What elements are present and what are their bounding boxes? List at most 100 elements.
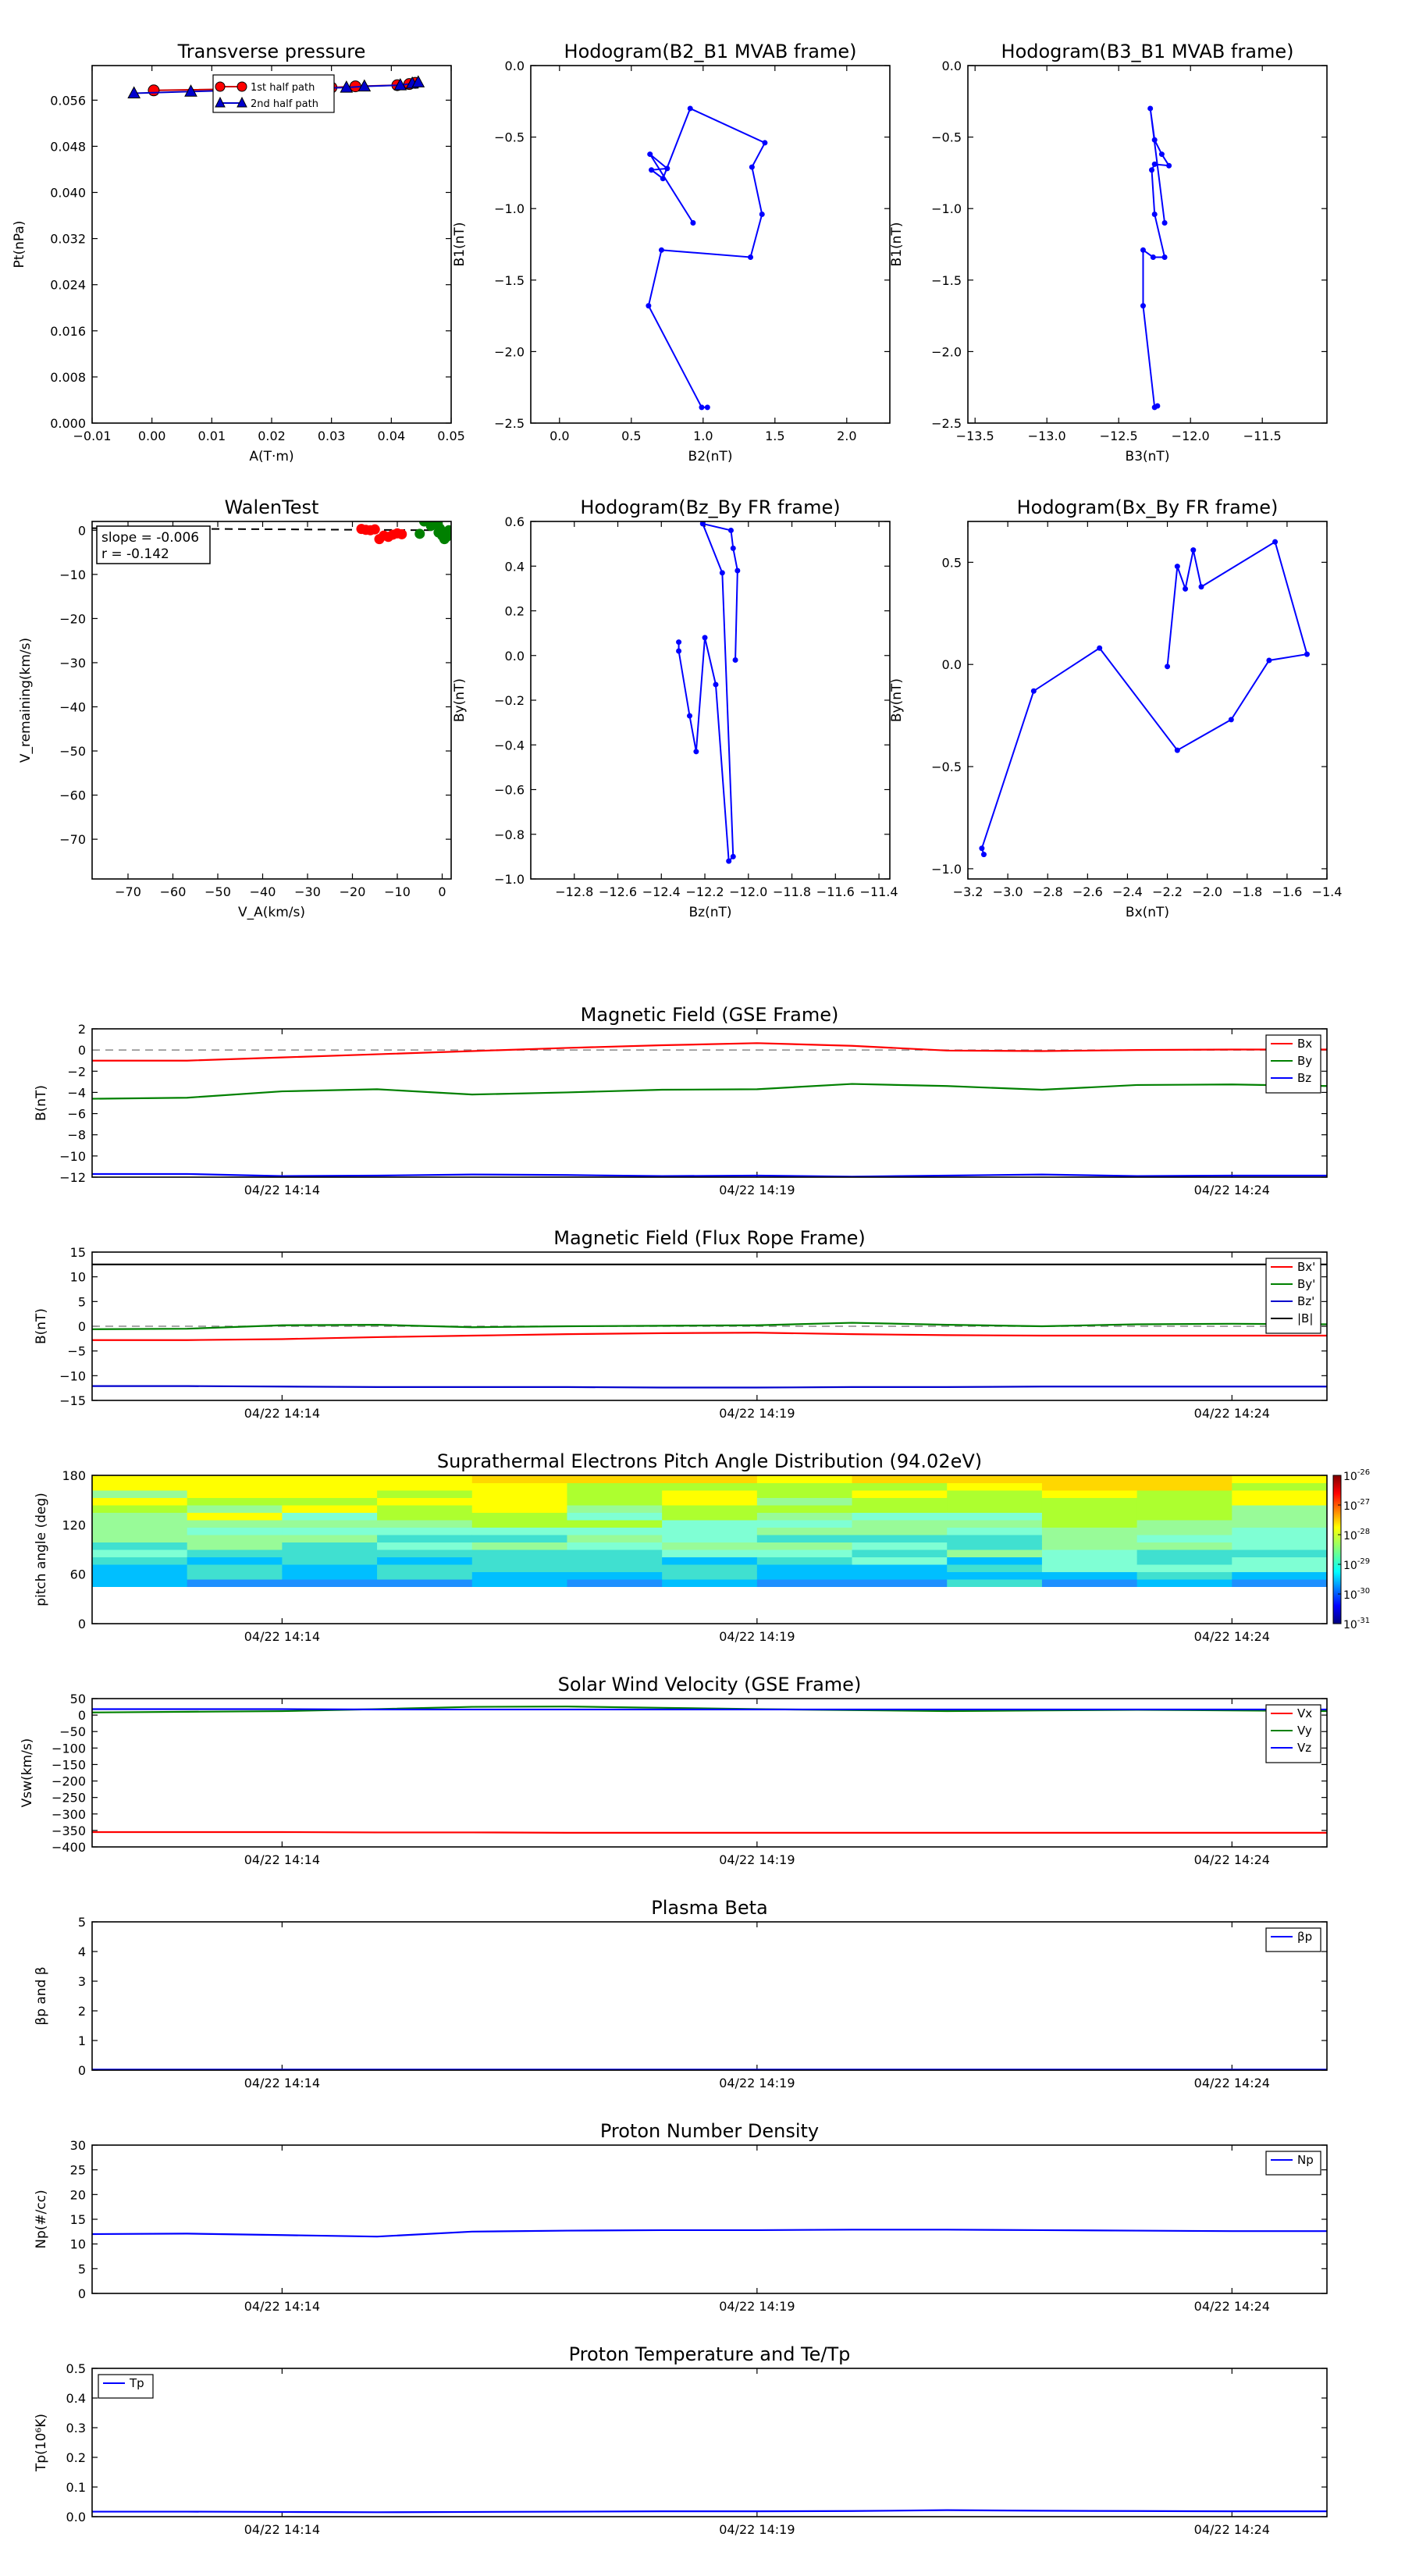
data-point (1030, 688, 1037, 694)
y-tick-label: 0.032 (50, 232, 86, 247)
heatmap-cell (377, 1490, 473, 1498)
chart-bgse: Magnetic Field (GSE Frame) 04/22 14:14 04/… (34, 1004, 1328, 1197)
heatmap-cell (567, 1564, 663, 1572)
heatmap-cell (567, 1557, 663, 1565)
chart-bfr: Magnetic Field (Flux Rope Frame) 04/22 14… (34, 1227, 1328, 1421)
heatmap-cell (852, 1512, 948, 1521)
heatmap-cell (471, 1520, 567, 1528)
heatmap-cell (1136, 1520, 1232, 1528)
y-tick-label: 0 (78, 1319, 86, 1334)
data-point (1151, 161, 1158, 167)
y-tick-label: 0.056 (50, 93, 86, 108)
heatmap-cell (1232, 1579, 1327, 1587)
y-tick-label: 0.1 (66, 2480, 86, 2495)
heatmap-cell (377, 1527, 473, 1535)
data-point (727, 527, 734, 533)
heatmap-cell (187, 1497, 283, 1506)
x-tick-label: 04/22 14:19 (719, 2299, 795, 2314)
heatmap-cell (1232, 1475, 1327, 1483)
chart-title: Magnetic Field (GSE Frame) (581, 1004, 839, 1026)
heatmap-cell (92, 1520, 188, 1528)
legend-box (98, 2374, 154, 2399)
data-point (365, 525, 375, 535)
data-point (979, 845, 985, 852)
heatmap-cell (377, 1512, 473, 1521)
y-tick-label: 5 (78, 1915, 86, 1930)
colorbar-tick-base: 10 (1343, 1589, 1357, 1602)
heatmap-cell (377, 1564, 473, 1572)
colorbar-tick-exponent: -28 (1357, 1528, 1370, 1536)
data-point (732, 656, 738, 663)
data-point (749, 164, 755, 170)
heatmap-cell (92, 1512, 188, 1521)
y-tick-label: 0.5 (66, 2361, 86, 2376)
heatmap-cell (852, 1505, 948, 1513)
heatmap-cell (377, 1535, 473, 1542)
chart-title: Hodogram(Bx_By FR frame) (1017, 496, 1279, 518)
heatmap-cell (1041, 1564, 1138, 1572)
x-tick-label: −11.5 (1243, 429, 1282, 443)
heatmap-cell (471, 1475, 567, 1483)
chart-np: Proton Number Density 04/22 14:14 04/22 14… (34, 2120, 1328, 2314)
colorbar-tick-exponent: -26 (1357, 1468, 1370, 1477)
plot-area (1140, 105, 1172, 411)
heatmap-cell (567, 1475, 663, 1483)
x-tick-label: 04/22 14:24 (1194, 1183, 1270, 1197)
y-tick-label: 5 (78, 2261, 86, 2276)
y-tick-label: 0 (78, 523, 86, 538)
y-axis-label: Pt(nPa) (12, 221, 27, 269)
y-axis-label: Tp(10⁶K) (34, 2414, 49, 2472)
chart-h21: Hodogram(B2_B1 MVAB frame) 0.0 0.5 1.0 1.5 2.… (452, 41, 891, 464)
chart-title: Transverse pressure (177, 41, 366, 62)
y-axis-label: B(nT) (34, 1308, 49, 1344)
x-tick-label: 0.5 (621, 429, 641, 443)
chart-title: Hodogram(B2_B1 MVAB frame) (564, 41, 857, 62)
plot-area (92, 1475, 1327, 1587)
y-axis-label: V_remaining(km/s) (18, 638, 34, 763)
x-tick-label: 1.5 (765, 429, 784, 443)
legend-label: Np (1297, 2153, 1314, 2167)
legend-label: By' (1297, 1277, 1315, 1291)
chart-title: Hodogram(B3_B1 MVAB frame) (1001, 41, 1294, 62)
legend-marker (215, 81, 226, 92)
slope-annotation: slope = -0.006 (101, 530, 199, 546)
heatmap-cell (1136, 1571, 1232, 1580)
y-tick-label: 0.048 (50, 139, 86, 154)
heatmap-cell (92, 1571, 188, 1580)
heatmap-cell (377, 1475, 473, 1483)
heatmap-cell (377, 1520, 473, 1528)
x-tick-label: −2.4 (1112, 884, 1143, 899)
heatmap-cell (282, 1557, 378, 1565)
y-tick-label: 0 (78, 2286, 86, 2301)
heatmap-cell (852, 1490, 948, 1498)
heatmap-cell (947, 1497, 1043, 1506)
heatmap-cell (377, 1482, 473, 1491)
plot-frame (91, 65, 452, 424)
legend-label: Bx (1297, 1037, 1312, 1051)
chart-title: Proton Number Density (600, 2120, 819, 2142)
colorbar-tick-base: 10 (1343, 1500, 1357, 1513)
heatmap-cell (471, 1482, 567, 1491)
heatmap-cell (1232, 1497, 1327, 1506)
x-tick-label: 04/22 14:19 (719, 1852, 795, 1867)
series-line (92, 1385, 1327, 1389)
x-tick-label: 04/22 14:14 (244, 2522, 320, 2537)
data-point (1140, 303, 1146, 309)
heatmap-cell (1232, 1535, 1327, 1542)
heatmap-cell (1232, 1550, 1327, 1557)
chart-hzy: Hodogram(Bz_By FR frame)−12.8 −12.6 −12.4−… (452, 496, 898, 920)
heatmap-cell (377, 1579, 473, 1587)
legend-box (1265, 1258, 1321, 1334)
data-point (735, 568, 741, 574)
series-line (92, 2229, 1327, 2238)
data-point (676, 648, 682, 654)
legend-label: Vz (1297, 1741, 1311, 1755)
x-tick-label: 04/22 14:14 (244, 1629, 320, 1644)
y-tick-label: −0.2 (494, 693, 525, 708)
heatmap-cell (662, 1475, 758, 1483)
y-tick-label: −350 (52, 1823, 86, 1838)
y-tick-label: −4 (67, 1085, 86, 1100)
data-point (374, 534, 385, 545)
heatmap-cell (282, 1475, 378, 1483)
data-point (1097, 645, 1103, 651)
